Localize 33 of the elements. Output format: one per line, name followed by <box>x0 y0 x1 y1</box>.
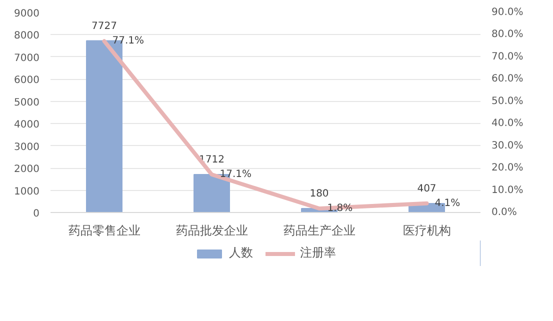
y2-tick-label: 30.0% <box>492 140 524 152</box>
data-label: 77.1% <box>112 36 144 47</box>
data-label: 4.1% <box>434 198 460 209</box>
y-tick-label: 3000 <box>14 142 40 153</box>
data-label: 7727 <box>92 20 117 32</box>
y-tick-label: 1000 <box>14 186 40 198</box>
y2-tick-label: 90.0% <box>492 7 524 18</box>
y-tick-label: 0 <box>33 208 40 220</box>
x-tick-label: 药品生产企业 <box>283 224 356 238</box>
y-tick-label: 4000 <box>14 120 40 131</box>
x-tick-label: 药品批发企业 <box>176 224 248 238</box>
y2-tick-label: 20.0% <box>492 162 524 174</box>
y2-tick-label: 10.0% <box>492 184 524 196</box>
y-tick-label: 8000 <box>14 30 40 42</box>
y2-tick-label: 0.0% <box>492 207 517 218</box>
y-tick-label: 7000 <box>14 52 40 64</box>
y2-tick-label: 50.0% <box>492 96 524 107</box>
y2-tick-label: 40.0% <box>492 118 524 130</box>
data-label: 180 <box>310 188 329 200</box>
y-tick-label: 5000 <box>14 97 40 108</box>
y2-tick-label: 60.0% <box>492 74 524 85</box>
data-label: 1.8% <box>327 203 353 214</box>
data-label: 17.1% <box>220 169 252 180</box>
y-tick-label: 9000 <box>14 8 40 20</box>
y2-tick-label: 70.0% <box>492 51 524 62</box>
y-tick-label: 6000 <box>14 75 40 86</box>
legend-label: 人数 <box>229 244 253 262</box>
x-tick-label: 药品零售企业 <box>68 224 140 238</box>
data-label: 407 <box>417 183 436 194</box>
y-tick-label: 2000 <box>14 164 40 176</box>
legend-label: 注册率 <box>300 244 336 262</box>
x-tick-label: 医疗机构 <box>402 224 451 238</box>
y2-tick-label: 80.0% <box>492 29 524 40</box>
